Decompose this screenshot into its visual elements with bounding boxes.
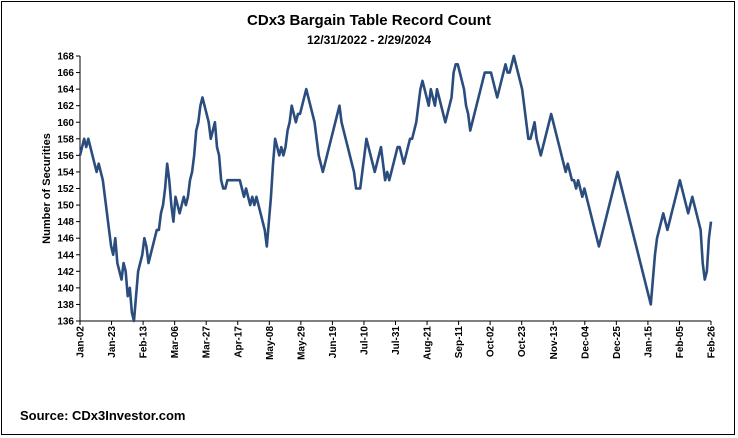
- x-tick-label: Jun-19: [328, 326, 339, 359]
- x-tick-label: Oct-23: [517, 326, 528, 358]
- y-tick-label: 142: [57, 267, 74, 278]
- source-note: Source: CDx3Investor.com: [20, 408, 186, 423]
- y-tick-label: 164: [57, 85, 74, 96]
- x-tick-label: Mar-06: [170, 326, 181, 359]
- x-tick-label: Jan-23: [107, 326, 118, 358]
- y-axis-ticks: 136 138 140 142 144 146 148 150 152 154 156 158 160 1…: [57, 52, 80, 328]
- x-tick-label: Oct-02: [486, 326, 497, 358]
- x-tick-label: Jul-31: [391, 326, 402, 355]
- y-tick-label: 160: [57, 118, 74, 129]
- x-tick-label: Jan-15: [643, 326, 654, 358]
- series-line-record-count: [78, 54, 713, 323]
- x-tick-label: Sep-11: [454, 326, 465, 359]
- y-axis-label: Number of Securities: [41, 133, 53, 244]
- y-tick-label: 158: [57, 134, 74, 145]
- chart-subtitle: 12/31/2022 - 2/29/2024: [306, 33, 432, 47]
- x-tick-label: Feb-05: [675, 326, 686, 359]
- y-tick-label: 136: [57, 317, 74, 328]
- x-tick-label: Mar-27: [202, 326, 213, 359]
- x-tick-label: Feb-26: [707, 326, 718, 359]
- y-tick-label: 144: [57, 250, 74, 261]
- x-tick-label: Apr-17: [233, 326, 244, 358]
- x-axis-ticks: Jan-02 Jan-23 Feb-13 Mar-06 Mar-27 Apr-17 May-…: [76, 321, 718, 360]
- x-tick-label: Aug-21: [423, 326, 434, 360]
- y-tick-label: 168: [57, 52, 74, 63]
- y-tick-label: 152: [57, 184, 74, 195]
- x-tick-label: May-29: [296, 326, 307, 360]
- y-tick-label: 138: [57, 300, 74, 311]
- x-tick-label: Dec-25: [612, 326, 623, 359]
- y-tick-label: 166: [57, 68, 74, 79]
- x-tick-label: Jan-02: [76, 326, 87, 358]
- y-tick-label: 162: [57, 101, 74, 112]
- chart-title: CDx3 Bargain Table Record Count: [247, 12, 491, 29]
- x-tick-label: Nov-13: [549, 326, 560, 360]
- x-tick-label: Feb-13: [139, 326, 150, 359]
- x-tick-label: Dec-04: [580, 326, 591, 359]
- y-tick-label: 154: [57, 167, 74, 178]
- y-tick-label: 150: [57, 201, 74, 212]
- y-tick-label: 156: [57, 151, 74, 162]
- x-tick-label: May-08: [265, 326, 276, 360]
- y-tick-label: 148: [57, 217, 74, 228]
- y-tick-label: 146: [57, 234, 74, 245]
- y-tick-label: 140: [57, 283, 74, 294]
- x-tick-label: Jul-10: [359, 326, 370, 355]
